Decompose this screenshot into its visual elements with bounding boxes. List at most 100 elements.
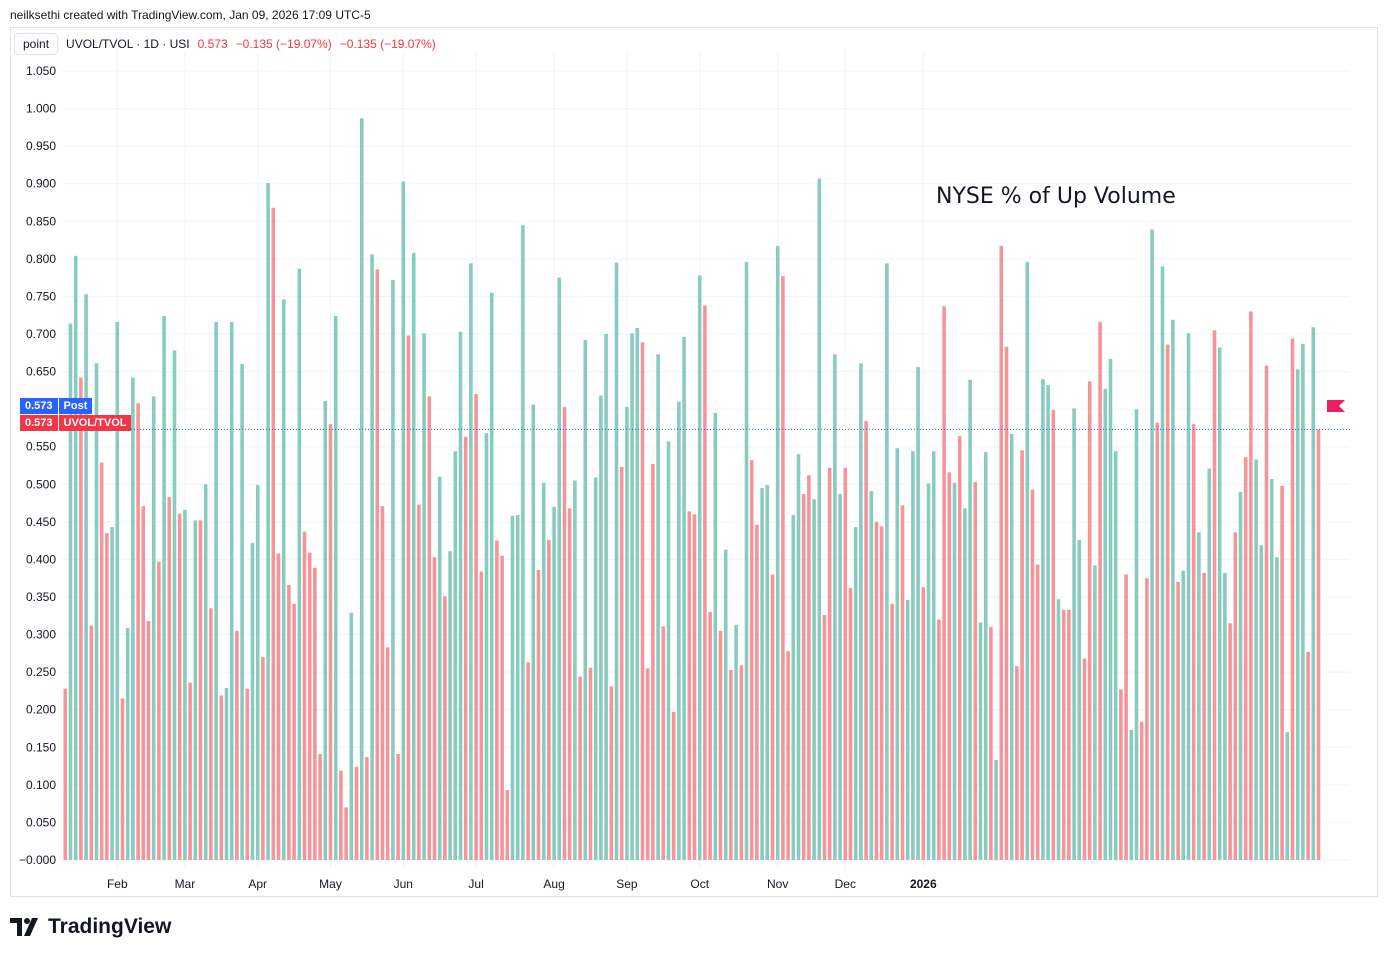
bar: [541, 482, 546, 860]
bar: [1134, 409, 1139, 860]
bar: [833, 354, 837, 860]
bar: [1186, 333, 1191, 860]
bar: [1202, 572, 1206, 860]
bar: [973, 482, 978, 860]
bar: [744, 261, 749, 860]
chart-legend: point UVOL/TVOL · 1D · USI 0.573 −0.135 …: [14, 32, 436, 56]
bar: [89, 625, 94, 860]
y-tick-label: 0.800: [26, 252, 56, 266]
bar: [1072, 408, 1076, 860]
bar: [640, 342, 645, 860]
bar: [822, 615, 827, 860]
bar: [489, 292, 494, 860]
bar: [708, 612, 712, 860]
bar: [869, 491, 874, 860]
bar: [645, 668, 650, 860]
bar: [1217, 347, 1222, 860]
bar: [1269, 479, 1274, 860]
bar: [484, 433, 489, 860]
post-tag-value: 0.573: [20, 398, 58, 414]
post-price-tag: 0.573 Post: [20, 398, 93, 414]
bar: [125, 627, 130, 860]
bar: [760, 488, 764, 860]
flag-icon[interactable]: [1327, 400, 1345, 412]
bar: [1295, 369, 1300, 860]
x-tick-label: Mar: [175, 877, 196, 891]
bar: [365, 757, 369, 860]
bar: [1181, 570, 1186, 860]
bar: [245, 688, 250, 860]
x-tick-label: 2026: [910, 877, 937, 891]
bar: [458, 331, 463, 860]
bar: [614, 262, 619, 860]
bar: [890, 603, 894, 860]
series-tag-value: 0.573: [20, 415, 58, 431]
bar: [625, 406, 629, 860]
bar: [162, 315, 166, 860]
series-price-tag: 0.573 UVOL/TVOL: [20, 415, 132, 431]
bar: [1155, 422, 1160, 860]
y-tick-label: 1.000: [26, 102, 56, 116]
bar: [1103, 388, 1108, 860]
bar: [1243, 457, 1248, 860]
bar: [1249, 311, 1253, 860]
brand-logo[interactable]: TradingView: [10, 915, 171, 939]
bar: [240, 364, 244, 860]
bar: [1275, 557, 1279, 860]
bar: [531, 404, 536, 860]
bar: [578, 676, 582, 860]
y-tick-label: 0.550: [26, 440, 56, 454]
point-button[interactable]: point: [14, 33, 59, 55]
bar: [1301, 343, 1305, 860]
bar: [957, 436, 962, 860]
x-tick-label: Feb: [107, 877, 128, 891]
bar: [713, 412, 718, 860]
bar: [323, 400, 328, 860]
bar: [73, 255, 78, 860]
x-tick-label: Jul: [468, 877, 483, 891]
bar: [557, 277, 562, 860]
y-tick-label: 0.650: [26, 365, 56, 379]
y-tick-label: −0.000: [19, 853, 56, 867]
bar: [874, 521, 879, 860]
bar: [1254, 459, 1258, 860]
y-tick-label: 0.900: [26, 177, 56, 191]
bar: [817, 178, 822, 860]
bar: [349, 612, 354, 860]
bar: [255, 485, 260, 860]
bar: [443, 596, 447, 860]
bar: [630, 333, 634, 860]
bar: [609, 686, 614, 860]
symbol-label[interactable]: UVOL/TVOL · 1D · USI: [66, 37, 190, 51]
chart-annotation[interactable]: NYSE % of Up Volume: [936, 184, 1176, 209]
bar: [801, 494, 806, 860]
change-value-2: −0.135 (−19.07%): [339, 37, 436, 51]
bar: [203, 484, 208, 860]
bar: [391, 279, 395, 860]
bar: [177, 513, 182, 860]
last-value: 0.573: [197, 37, 228, 51]
bar: [209, 608, 213, 860]
bar: [1020, 450, 1024, 860]
bar: [354, 766, 359, 860]
y-tick-label: 0.050: [26, 815, 56, 829]
bar: [1233, 532, 1238, 860]
bar: [536, 569, 541, 860]
bar: [380, 506, 385, 860]
y-tick-label: 0.850: [26, 214, 56, 228]
x-tick-label: May: [319, 877, 342, 891]
bar: [604, 334, 608, 860]
bar: [978, 622, 983, 860]
bar: [1093, 565, 1097, 860]
bar: [671, 711, 676, 860]
bar: [983, 451, 988, 860]
bar: [328, 424, 333, 860]
bar: [661, 626, 666, 860]
chart-credit: neilksethi created with TradingView.com,…: [10, 8, 371, 22]
bar: [786, 651, 790, 860]
bar: [1259, 545, 1264, 860]
y-tick-label: 0.250: [26, 665, 56, 679]
y-tick-label: 1.050: [26, 64, 56, 78]
bar: [567, 508, 572, 860]
